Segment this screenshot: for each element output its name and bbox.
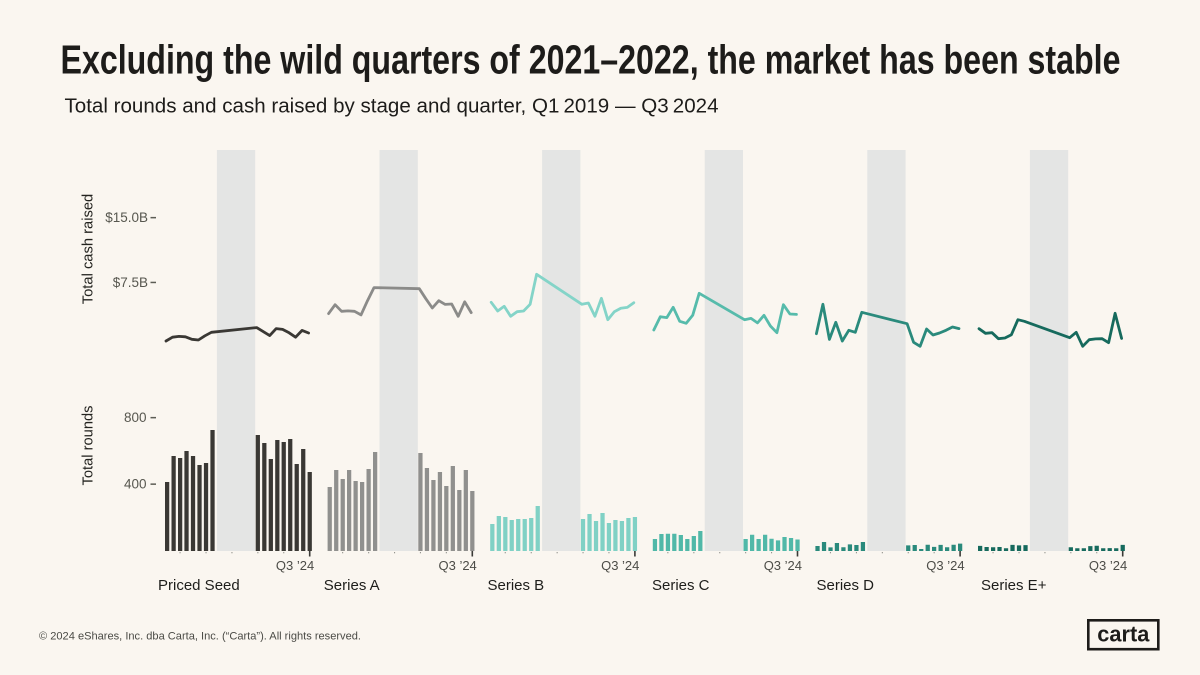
svg-text:800: 800: [124, 410, 147, 425]
svg-text:Total rounds: Total rounds: [80, 406, 97, 486]
svg-text:Total rounds and cash raised b: Total rounds and cash raised by stage an…: [65, 95, 719, 118]
svg-text:Q3 ’24: Q3 ’24: [438, 558, 476, 573]
svg-text:© 2024 eShares, Inc. dba Carta: © 2024 eShares, Inc. dba Carta, Inc. (“C…: [39, 631, 361, 643]
svg-text:Series E+: Series E+: [981, 577, 1047, 594]
svg-text:Q3 ’24: Q3 ’24: [1089, 558, 1127, 573]
svg-text:Q3 ’24: Q3 ’24: [276, 558, 314, 573]
svg-text:Q3 ’24: Q3 ’24: [601, 558, 639, 573]
svg-text:Excluding the wild quarters of: Excluding the wild quarters of 2021–2022…: [61, 37, 1121, 83]
svg-text:Q3 ’24: Q3 ’24: [764, 558, 802, 573]
svg-text:Series A: Series A: [324, 577, 380, 594]
svg-text:$15.0B: $15.0B: [105, 210, 148, 225]
svg-text:400: 400: [124, 477, 147, 492]
svg-text:Series D: Series D: [817, 577, 875, 594]
svg-text:Q3 ’24: Q3 ’24: [926, 558, 964, 573]
svg-text:$7.5B: $7.5B: [113, 275, 148, 290]
svg-text:Series B: Series B: [488, 577, 545, 594]
svg-text:carta: carta: [1097, 622, 1150, 647]
svg-text:Total cash raised: Total cash raised: [80, 194, 97, 305]
svg-text:Series C: Series C: [652, 577, 710, 594]
svg-text:Priced Seed: Priced Seed: [158, 577, 240, 594]
